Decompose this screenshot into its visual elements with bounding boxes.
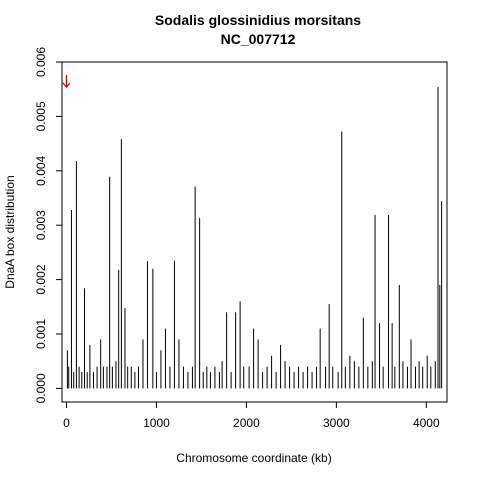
y-tick-label: 0.001 [34, 319, 48, 349]
y-tick-label: 0.000 [34, 373, 48, 403]
y-tick-label: 0.006 [34, 47, 48, 77]
y-tick-label: 0.004 [34, 155, 48, 185]
x-axis-label: Chromosome coordinate (kb) [176, 451, 331, 465]
x-tick-label: 3000 [323, 416, 350, 430]
y-axis-label: DnaA box distribution [3, 175, 17, 288]
y-tick-label: 0.003 [34, 210, 48, 240]
chart-title: Sodalis glossinidius morsitans [155, 12, 361, 28]
chart-subtitle: NC_007712 [221, 31, 296, 47]
x-tick-label: 2000 [233, 416, 260, 430]
y-tick-label: 0.002 [34, 264, 48, 294]
y-axis: 0.000 0.001 0.002 0.003 0.004 0.005 0.006 [34, 47, 62, 403]
origin-arrow-icon [62, 75, 71, 88]
x-tick-label: 1000 [143, 416, 170, 430]
y-tick-label: 0.005 [34, 101, 48, 131]
x-tick-label: 0 [63, 416, 70, 430]
plot-frame [61, 61, 448, 403]
x-tick-label: 4000 [413, 416, 440, 430]
x-axis: 0 1000 2000 3000 4000 [63, 402, 440, 430]
markers [62, 75, 71, 88]
bar-series [66, 87, 443, 389]
